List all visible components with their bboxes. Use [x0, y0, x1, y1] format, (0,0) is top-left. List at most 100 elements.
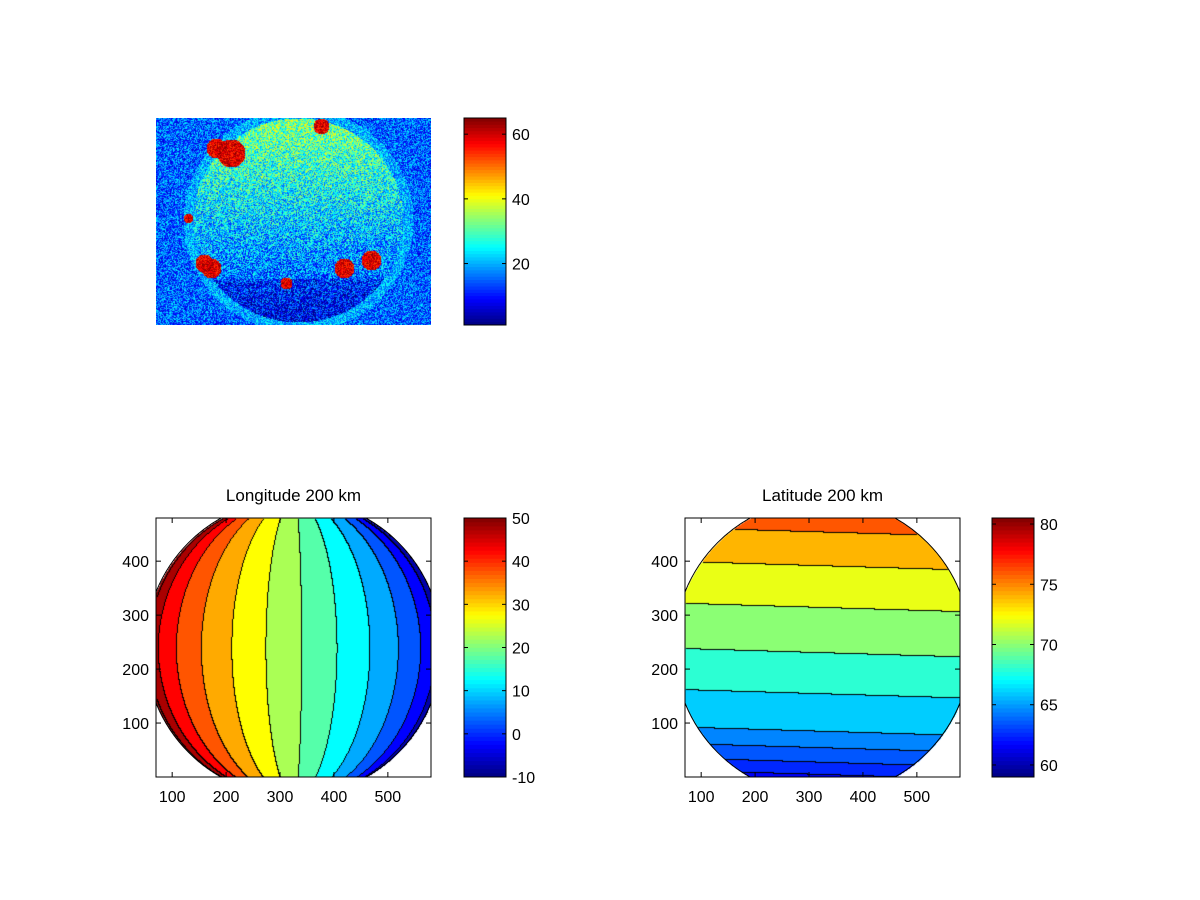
colorbar-swatch: [464, 117, 506, 122]
colorbar-swatch: [464, 578, 506, 584]
colorbar-swatch: [464, 724, 506, 729]
colorbar-swatch: [992, 736, 1034, 741]
colorbar-swatch: [464, 227, 506, 232]
colorbar-tick-label: 70: [1040, 637, 1058, 654]
colorbar-swatch: [464, 598, 506, 604]
colorbar-tick-label: 50: [512, 511, 530, 528]
colorbar-swatch: [464, 195, 506, 200]
colorbar-swatch: [992, 578, 1034, 584]
colorbar-swatch: [464, 172, 506, 177]
colorbar-tick-label: -10: [512, 770, 535, 787]
colorbar-1: [463, 117, 507, 326]
colorbar-swatch: [464, 752, 506, 758]
colorbar-swatch: [992, 715, 1034, 721]
colorbar-swatch: [992, 614, 1034, 620]
colorbar-swatch: [464, 272, 506, 277]
x-tick-label: 500: [375, 789, 402, 806]
colorbar-swatch: [464, 130, 506, 135]
colorbar-swatch: [464, 760, 506, 766]
colorbar-swatch: [464, 295, 506, 300]
colorbar-swatch: [464, 247, 506, 251]
colorbar-swatch: [464, 554, 506, 559]
axes-frame: [155, 517, 432, 778]
colorbar-tick-label: 40: [512, 554, 530, 571]
colorbar-swatch: [464, 221, 506, 226]
colorbar-swatch: [464, 279, 506, 284]
colorbar-swatch: [464, 546, 506, 551]
colorbar-swatch: [992, 703, 1034, 709]
colorbar-frame: [463, 117, 507, 326]
x-tick-label: 400: [321, 789, 348, 806]
colorbar-swatch: [992, 618, 1034, 624]
colorbar-swatch: [464, 691, 506, 697]
y-tick-label: 400: [651, 554, 678, 571]
colorbar-swatch: [464, 263, 506, 268]
colorbar-swatch: [992, 679, 1034, 685]
colorbar-swatch: [992, 562, 1034, 567]
colorbar-swatch: [992, 602, 1034, 608]
colorbar-swatch: [992, 768, 1034, 774]
colorbar-swatch: [464, 768, 506, 774]
colorbar-swatch: [992, 748, 1034, 754]
colorbar-swatch: [464, 182, 506, 187]
colorbar-swatch: [992, 760, 1034, 766]
colorbar-swatch: [464, 169, 506, 174]
colorbar-swatch: [992, 683, 1034, 689]
colorbar-swatch: [464, 663, 506, 669]
colorbar-swatch: [464, 201, 506, 206]
colorbar-swatch: [992, 594, 1034, 600]
colorbar-swatch: [464, 707, 506, 713]
colorbar-swatch: [464, 614, 506, 620]
colorbar-swatch: [464, 162, 506, 167]
colorbar-swatch: [464, 764, 506, 770]
x-tick-label: 400: [850, 789, 877, 806]
y-tick-label: 100: [122, 716, 149, 733]
colorbar-swatch: [464, 703, 506, 709]
colorbar-swatch: [464, 586, 506, 592]
colorbar-tick-label: 80: [1040, 517, 1058, 534]
colorbar-swatch: [992, 586, 1034, 592]
colorbar-swatch: [464, 198, 506, 203]
colorbar-swatch: [464, 618, 506, 624]
colorbar-swatch: [992, 643, 1034, 648]
colorbar-swatch: [464, 594, 506, 600]
colorbar-swatch: [464, 133, 506, 138]
colorbar-swatch: [992, 631, 1034, 636]
colorbar-swatch: [464, 610, 506, 616]
colorbar-swatch: [464, 667, 506, 673]
panel-3: [684, 517, 961, 778]
colorbar-swatch: [464, 529, 506, 535]
colorbar-swatch: [464, 237, 506, 242]
colorbar-swatch: [992, 687, 1034, 693]
colorbar-swatch: [464, 643, 506, 648]
colorbar-swatch: [464, 699, 506, 705]
noisy-image: [156, 118, 431, 325]
colorbar-swatch: [992, 517, 1034, 523]
colorbar-swatch: [464, 732, 506, 737]
colorbar-swatch: [992, 772, 1034, 778]
colorbar-swatch: [464, 243, 506, 248]
colorbar-swatch: [464, 240, 506, 245]
colorbar-swatch: [992, 582, 1034, 588]
colorbar-swatch: [464, 647, 506, 652]
colorbar-swatch: [464, 205, 506, 209]
colorbar-swatch: [464, 179, 506, 183]
colorbar-swatch: [464, 687, 506, 693]
colorbar-tick-label: 20: [512, 257, 530, 274]
colorbar-swatch: [464, 748, 506, 754]
colorbar-swatch: [464, 308, 506, 313]
colorbar-swatch: [464, 156, 506, 161]
colorbar-swatch: [464, 651, 506, 656]
x-tick-label: 500: [904, 789, 931, 806]
colorbar-swatch: [992, 667, 1034, 673]
colorbar-swatch: [464, 211, 506, 216]
colorbar-swatch: [464, 192, 506, 196]
colorbar-2: [463, 517, 507, 778]
colorbar-tick-label: 60: [1040, 758, 1058, 775]
axes-frame: [684, 517, 961, 778]
colorbar-swatch: [992, 695, 1034, 701]
colorbar-swatch: [464, 711, 506, 717]
colorbar-swatch: [464, 311, 506, 316]
colorbar-swatch: [992, 724, 1034, 729]
colorbar-swatch: [464, 635, 506, 640]
